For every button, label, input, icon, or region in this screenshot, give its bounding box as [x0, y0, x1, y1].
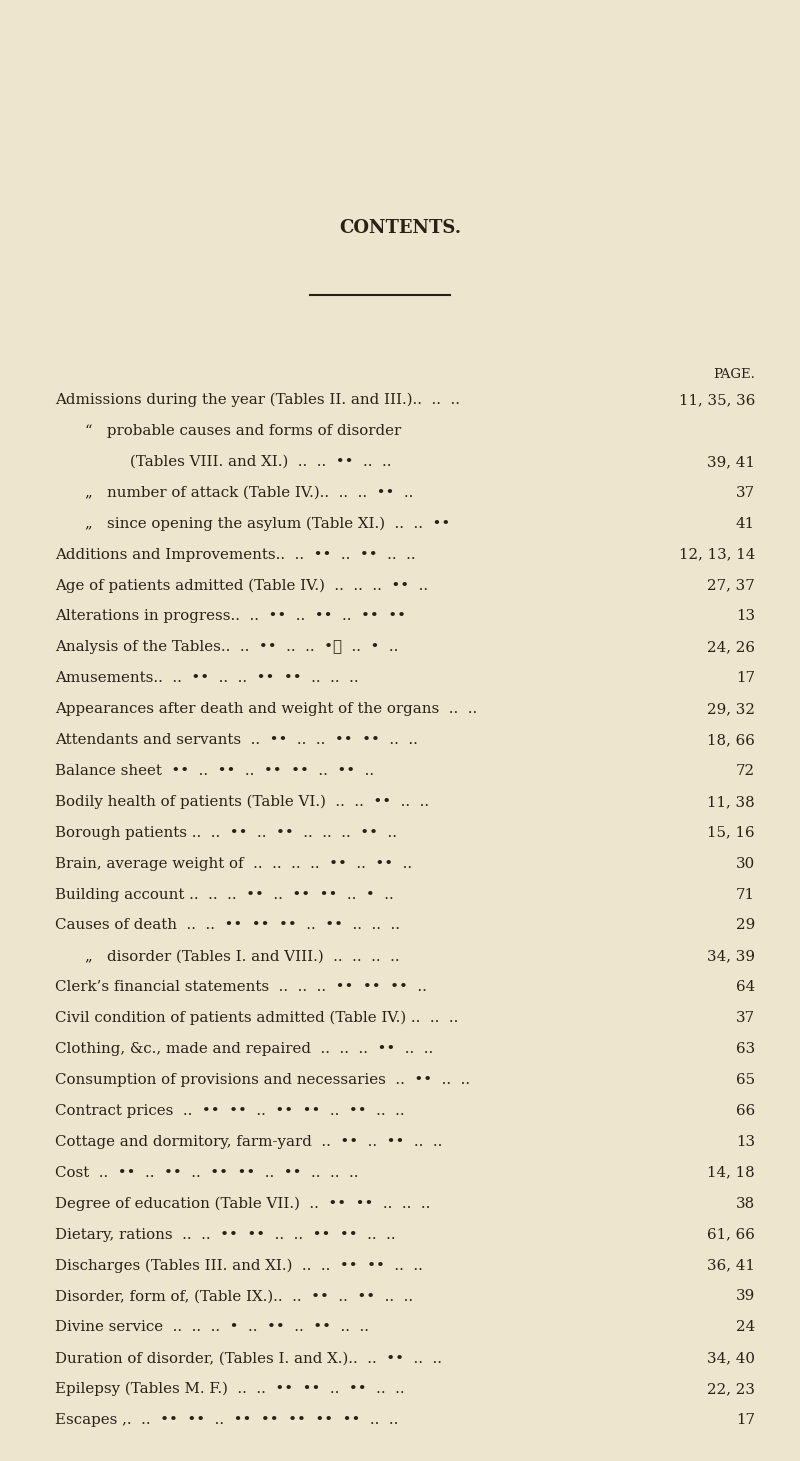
Text: 11, 38: 11, 38 — [707, 795, 755, 809]
Text: 66: 66 — [736, 1105, 755, 1118]
Text: Cottage and dormitory, farm-yard  ..  ••  ..  ••  ..  ..: Cottage and dormitory, farm-yard .. •• .… — [55, 1135, 442, 1148]
Text: Balance sheet  ••  ..  ••  ..  ••  ••  ..  ••  ..: Balance sheet •• .. •• .. •• •• .. •• .. — [55, 764, 374, 777]
Text: 37: 37 — [736, 485, 755, 500]
Text: Brain, average weight of  ..  ..  ..  ..  ••  ..  ••  ..: Brain, average weight of .. .. .. .. •• … — [55, 856, 412, 871]
Text: 13: 13 — [736, 609, 755, 624]
Text: 34, 39: 34, 39 — [707, 950, 755, 963]
Text: 27, 37: 27, 37 — [707, 579, 755, 593]
Text: „   disorder (Tables I. and VIII.)  ..  ..  ..  ..: „ disorder (Tables I. and VIII.) .. .. .… — [85, 950, 400, 963]
Text: Degree of education (Table VII.)  ..  ••  ••  ..  ..  ..: Degree of education (Table VII.) .. •• •… — [55, 1197, 430, 1211]
Text: Causes of death  ..  ..  ••  ••  ••  ..  ••  ..  ..  ..: Causes of death .. .. •• •• •• .. •• .. … — [55, 919, 400, 932]
Text: Disorder, form of, (Table IX.)..  ..  ••  ..  ••  ..  ..: Disorder, form of, (Table IX.).. .. •• .… — [55, 1290, 413, 1303]
Text: Clothing, &c., made and repaired  ..  ..  ..  ••  ..  ..: Clothing, &c., made and repaired .. .. .… — [55, 1042, 434, 1056]
Text: CONTENTS.: CONTENTS. — [339, 219, 461, 237]
Text: Divine service  ..  ..  ..  •  ..  ••  ..  ••  ..  ..: Divine service .. .. .. • .. •• .. •• ..… — [55, 1321, 369, 1334]
Text: 65: 65 — [736, 1072, 755, 1087]
Text: 24, 26: 24, 26 — [707, 640, 755, 655]
Text: Amusements..  ..  ••  ..  ..  ••  ••  ..  ..  ..: Amusements.. .. •• .. .. •• •• .. .. .. — [55, 671, 358, 685]
Text: Borough patients ..  ..  ••  ..  ••  ..  ..  ..  ••  ..: Borough patients .. .. •• .. •• .. .. ..… — [55, 825, 397, 840]
Text: 12, 13, 14: 12, 13, 14 — [678, 548, 755, 561]
Text: 34, 40: 34, 40 — [707, 1351, 755, 1365]
Text: 63: 63 — [736, 1042, 755, 1056]
Text: Civil condition of patients admitted (Table IV.) ..  ..  ..: Civil condition of patients admitted (Ta… — [55, 1011, 458, 1026]
Text: 29, 32: 29, 32 — [707, 703, 755, 716]
Text: 30: 30 — [736, 856, 755, 871]
Text: Analysis of the Tables..  ..  ••  ..  ..  •‧  ..  •  ..: Analysis of the Tables.. .. •• .. .. •‧ … — [55, 640, 398, 655]
Text: Cost  ..  ••  ..  ••  ..  ••  ••  ..  ••  ..  ..  ..: Cost .. •• .. •• .. •• •• .. •• .. .. .. — [55, 1166, 358, 1179]
Text: Discharges (Tables III. and XI.)  ..  ..  ••  ••  ..  ..: Discharges (Tables III. and XI.) .. .. •… — [55, 1258, 423, 1273]
Text: Epilepsy (Tables M. F.)  ..  ..  ••  ••  ..  ••  ..  ..: Epilepsy (Tables M. F.) .. .. •• •• .. •… — [55, 1382, 405, 1397]
Text: Contract prices  ..  ••  ••  ..  ••  ••  ..  ••  ..  ..: Contract prices .. •• •• .. •• •• .. •• … — [55, 1105, 405, 1118]
Text: 64: 64 — [736, 980, 755, 995]
Text: 17: 17 — [736, 671, 755, 685]
Text: 61, 66: 61, 66 — [707, 1227, 755, 1242]
Text: 17: 17 — [736, 1413, 755, 1427]
Text: Alterations in progress..  ..  ••  ..  ••  ..  ••  ••: Alterations in progress.. .. •• .. •• ..… — [55, 609, 406, 624]
Text: 39, 41: 39, 41 — [707, 454, 755, 469]
Text: Appearances after death and weight of the organs  ..  ..: Appearances after death and weight of th… — [55, 703, 478, 716]
Text: Age of patients admitted (Table IV.)  ..  ..  ..  ••  ..: Age of patients admitted (Table IV.) .. … — [55, 579, 428, 593]
Text: Building account ..  ..  ..  ••  ..  ••  ••  ..  •  ..: Building account .. .. .. •• .. •• •• ..… — [55, 887, 394, 901]
Text: 11, 35, 36: 11, 35, 36 — [678, 393, 755, 408]
Text: Consumption of provisions and necessaries  ..  ••  ..  ..: Consumption of provisions and necessarie… — [55, 1072, 470, 1087]
Text: 41: 41 — [736, 517, 755, 530]
Text: Duration of disorder, (Tables I. and X.)..  ..  ••  ..  ..: Duration of disorder, (Tables I. and X.)… — [55, 1351, 442, 1365]
Text: 15, 16: 15, 16 — [707, 825, 755, 840]
Text: Additions and Improvements..  ..  ••  ..  ••  ..  ..: Additions and Improvements.. .. •• .. ••… — [55, 548, 416, 561]
Text: 37: 37 — [736, 1011, 755, 1026]
Text: Escapes ,.  ..  ••  ••  ..  ••  ••  ••  ••  ••  ..  ..: Escapes ,. .. •• •• .. •• •• •• •• •• ..… — [55, 1413, 398, 1427]
Text: PAGE.: PAGE. — [713, 368, 755, 381]
Text: 38: 38 — [736, 1197, 755, 1211]
Text: 72: 72 — [736, 764, 755, 777]
Text: 71: 71 — [736, 887, 755, 901]
Text: Admissions during the year (Tables II. and III.)..  ..  ..: Admissions during the year (Tables II. a… — [55, 393, 460, 408]
Text: Attendants and servants  ..  ••  ..  ..  ••  ••  ..  ..: Attendants and servants .. •• .. .. •• •… — [55, 733, 418, 747]
Text: 36, 41: 36, 41 — [707, 1258, 755, 1273]
Text: 18, 66: 18, 66 — [707, 733, 755, 747]
Text: 29: 29 — [736, 919, 755, 932]
Text: “   probable causes and forms of disorder: “ probable causes and forms of disorder — [85, 424, 402, 438]
Text: 14, 18: 14, 18 — [707, 1166, 755, 1179]
Text: 39: 39 — [736, 1290, 755, 1303]
Text: 22, 23: 22, 23 — [707, 1382, 755, 1397]
Text: (Tables VIII. and XI.)  ..  ..  ••  ..  ..: (Tables VIII. and XI.) .. .. •• .. .. — [130, 454, 391, 469]
Text: Bodily health of patients (Table VI.)  ..  ..  ••  ..  ..: Bodily health of patients (Table VI.) ..… — [55, 795, 429, 809]
Text: 13: 13 — [736, 1135, 755, 1148]
Text: Clerk’s financial statements  ..  ..  ..  ••  ••  ••  ..: Clerk’s financial statements .. .. .. ••… — [55, 980, 427, 995]
Text: 24: 24 — [736, 1321, 755, 1334]
Text: Dietary, rations  ..  ..  ••  ••  ..  ..  ••  ••  ..  ..: Dietary, rations .. .. •• •• .. .. •• ••… — [55, 1227, 396, 1242]
Text: „   number of attack (Table IV.)..  ..  ..  ••  ..: „ number of attack (Table IV.).. .. .. •… — [85, 485, 414, 500]
Text: „   since opening the asylum (Table XI.)  ..  ..  ••: „ since opening the asylum (Table XI.) .… — [85, 516, 450, 530]
